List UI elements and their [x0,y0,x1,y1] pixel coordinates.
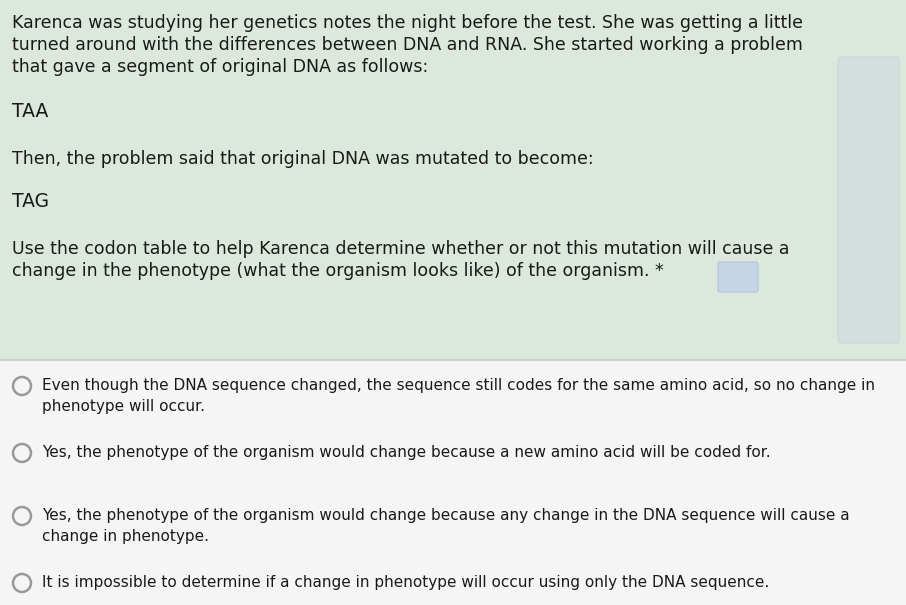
Text: TAA: TAA [12,102,48,121]
Text: Use the codon table to help Karenca determine whether or not this mutation will : Use the codon table to help Karenca dete… [12,240,789,258]
Text: Even though the DNA sequence changed, the sequence still codes for the same amin: Even though the DNA sequence changed, th… [42,378,875,414]
Text: Then, the problem said that original DNA was mutated to become:: Then, the problem said that original DNA… [12,150,593,168]
Text: that gave a segment of original DNA as follows:: that gave a segment of original DNA as f… [12,58,429,76]
Text: change in the phenotype (what the organism looks like) of the organism. *: change in the phenotype (what the organi… [12,262,664,280]
Text: turned around with the differences between DNA and RNA. She started working a pr: turned around with the differences betwe… [12,36,803,54]
Text: Yes, the phenotype of the organism would change because a new amino acid will be: Yes, the phenotype of the organism would… [42,445,771,460]
Text: Yes, the phenotype of the organism would change because any change in the DNA se: Yes, the phenotype of the organism would… [42,508,850,544]
FancyBboxPatch shape [718,262,758,292]
Text: It is impossible to determine if a change in phenotype will occur using only the: It is impossible to determine if a chang… [42,575,769,590]
Text: TAG: TAG [12,192,49,211]
Bar [0,0,906,360]
FancyBboxPatch shape [838,57,899,343]
Bar [0,360,906,605]
Text: Karenca was studying her genetics notes the night before the test. She was getti: Karenca was studying her genetics notes … [12,14,803,32]
